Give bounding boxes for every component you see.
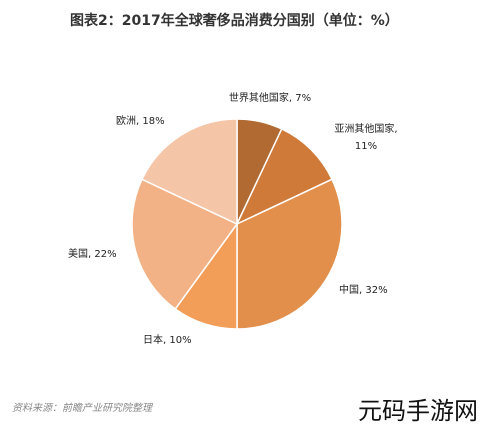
chart-title: 图表2：2017年全球奢侈品消费分国别（单位：%） — [70, 13, 399, 29]
pie-labels: 世界其他国家, 7% 亚洲其他国家, 11% 中国, 32% 日本, 10% 美国, 22… — [68, 91, 398, 346]
slice-label-1: 世界其他国家, 7% — [229, 91, 311, 104]
slice-label-2: 亚洲其他国家, 11% — [334, 122, 397, 152]
watermark-logo: 元码手游网 — [358, 397, 478, 425]
source-note: 资料来源：前瞻产业研究院整理 — [12, 403, 152, 414]
slice-label-5: 美国, 22% — [68, 247, 117, 260]
pie-slice-2 — [235, 127, 334, 226]
slice-label-4: 日本, 10% — [143, 333, 192, 346]
slice-label-6: 欧洲, 18% — [116, 115, 165, 127]
pie-slices — [131, 118, 343, 330]
pie-slice-3 — [236, 178, 343, 330]
pie-slice-6 — [140, 118, 238, 226]
slice-label-3: 中国, 32% — [339, 283, 388, 296]
